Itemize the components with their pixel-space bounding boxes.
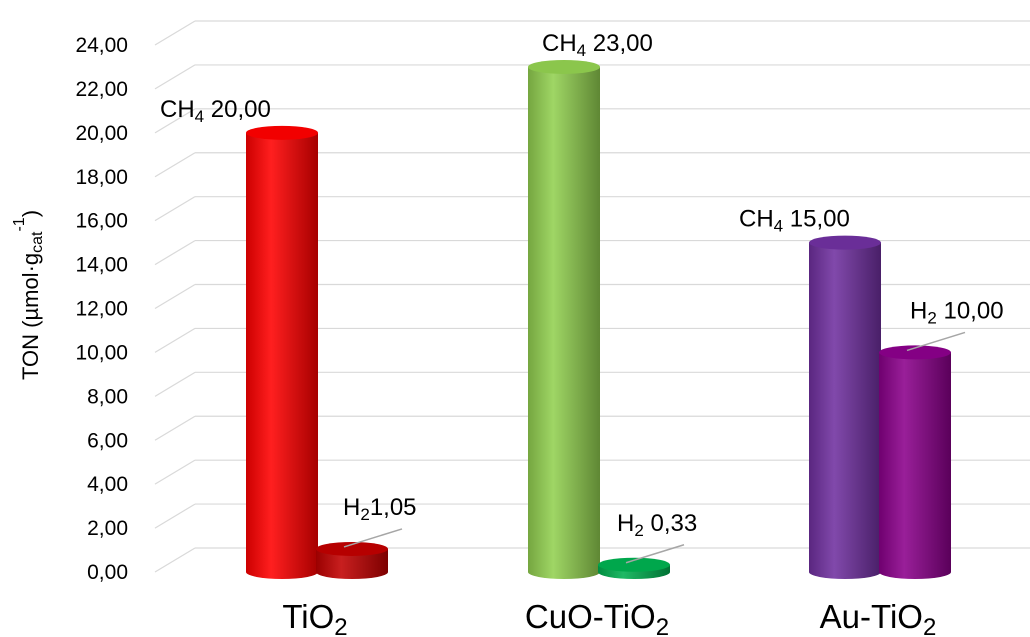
gridline-diag — [154, 64, 196, 90]
y-tick-label: 2,00 — [87, 517, 128, 540]
bar-body — [246, 132, 318, 579]
bar-top — [528, 59, 600, 74]
gridline-diag — [154, 327, 196, 353]
y-tick-label: 10,00 — [75, 341, 128, 364]
gridline-diag — [154, 283, 196, 310]
bar-h2-1 — [316, 541, 388, 579]
y-tick-label: 14,00 — [75, 254, 128, 277]
bar-ch4-2 — [528, 59, 600, 579]
leader-line — [906, 331, 966, 352]
category-label: CuO-TiO2 — [525, 598, 669, 637]
data-label: CH4 20,00 — [160, 96, 271, 126]
data-label: H2 0,33 — [617, 510, 697, 540]
data-label: H21,05 — [343, 494, 417, 524]
y-tick-label: 24,00 — [75, 34, 128, 57]
category-label: TiO2 — [282, 598, 347, 637]
gridline-diag — [154, 152, 196, 178]
y-tick-label: 18,00 — [75, 166, 128, 189]
y-tick-label: 12,00 — [75, 298, 128, 321]
bar-top — [879, 345, 951, 360]
gridline-diag — [154, 503, 196, 529]
gridlines — [154, 20, 1030, 573]
data-label: CH4 15,00 — [739, 206, 850, 236]
gridline-diag — [154, 240, 196, 266]
y-tick-label: 4,00 — [87, 473, 128, 496]
gridline-diag — [154, 547, 196, 573]
bar-ch4-3 — [809, 235, 881, 579]
y-tick-label: 20,00 — [75, 122, 128, 145]
bar-h2-2 — [598, 557, 670, 579]
data-label: H2 10,00 — [910, 297, 1004, 327]
gridline-diag — [154, 20, 196, 46]
y-axis-label: TON (µmol·gcat-1) — [11, 210, 47, 380]
data-labels: CH4 20,00 CH4 23,00 CH4 15,00 H21,05 H2 0,33… — [160, 30, 1004, 564]
category-label: Au-TiO2 — [820, 598, 937, 637]
data-label: CH4 23,00 — [542, 30, 653, 60]
bars — [246, 59, 951, 579]
bar-top — [598, 557, 670, 572]
gridline-diag — [154, 108, 196, 134]
gridline-diag — [154, 196, 196, 222]
bar-top — [246, 125, 318, 140]
gridline-diag — [154, 415, 196, 441]
bar-body — [809, 242, 881, 579]
y-tick-labels: 0,00 2,00 4,00 6,00 8,00 10,00 12,00 14,00 16,00… — [75, 34, 128, 584]
bar-top — [809, 235, 881, 250]
category-labels: TiO2 CuO-TiO2 Au-TiO2 — [282, 598, 936, 637]
bar-ch4-1 — [246, 125, 318, 579]
y-tick-label: 0,00 — [87, 561, 128, 584]
bar-body — [879, 352, 951, 579]
gridline-diag — [154, 459, 196, 485]
y-tick-label: 8,00 — [87, 385, 128, 408]
bar-body — [528, 66, 600, 579]
leader-line — [343, 528, 403, 548]
bar-h2-3 — [879, 345, 951, 579]
leader-line — [625, 544, 685, 564]
y-tick-label: 16,00 — [75, 210, 128, 233]
bar-top — [316, 541, 388, 556]
y-tick-label: 22,00 — [75, 78, 128, 101]
gridline-diag — [154, 371, 196, 397]
bar-body — [316, 548, 388, 579]
y-tick-label: 6,00 — [87, 429, 128, 452]
